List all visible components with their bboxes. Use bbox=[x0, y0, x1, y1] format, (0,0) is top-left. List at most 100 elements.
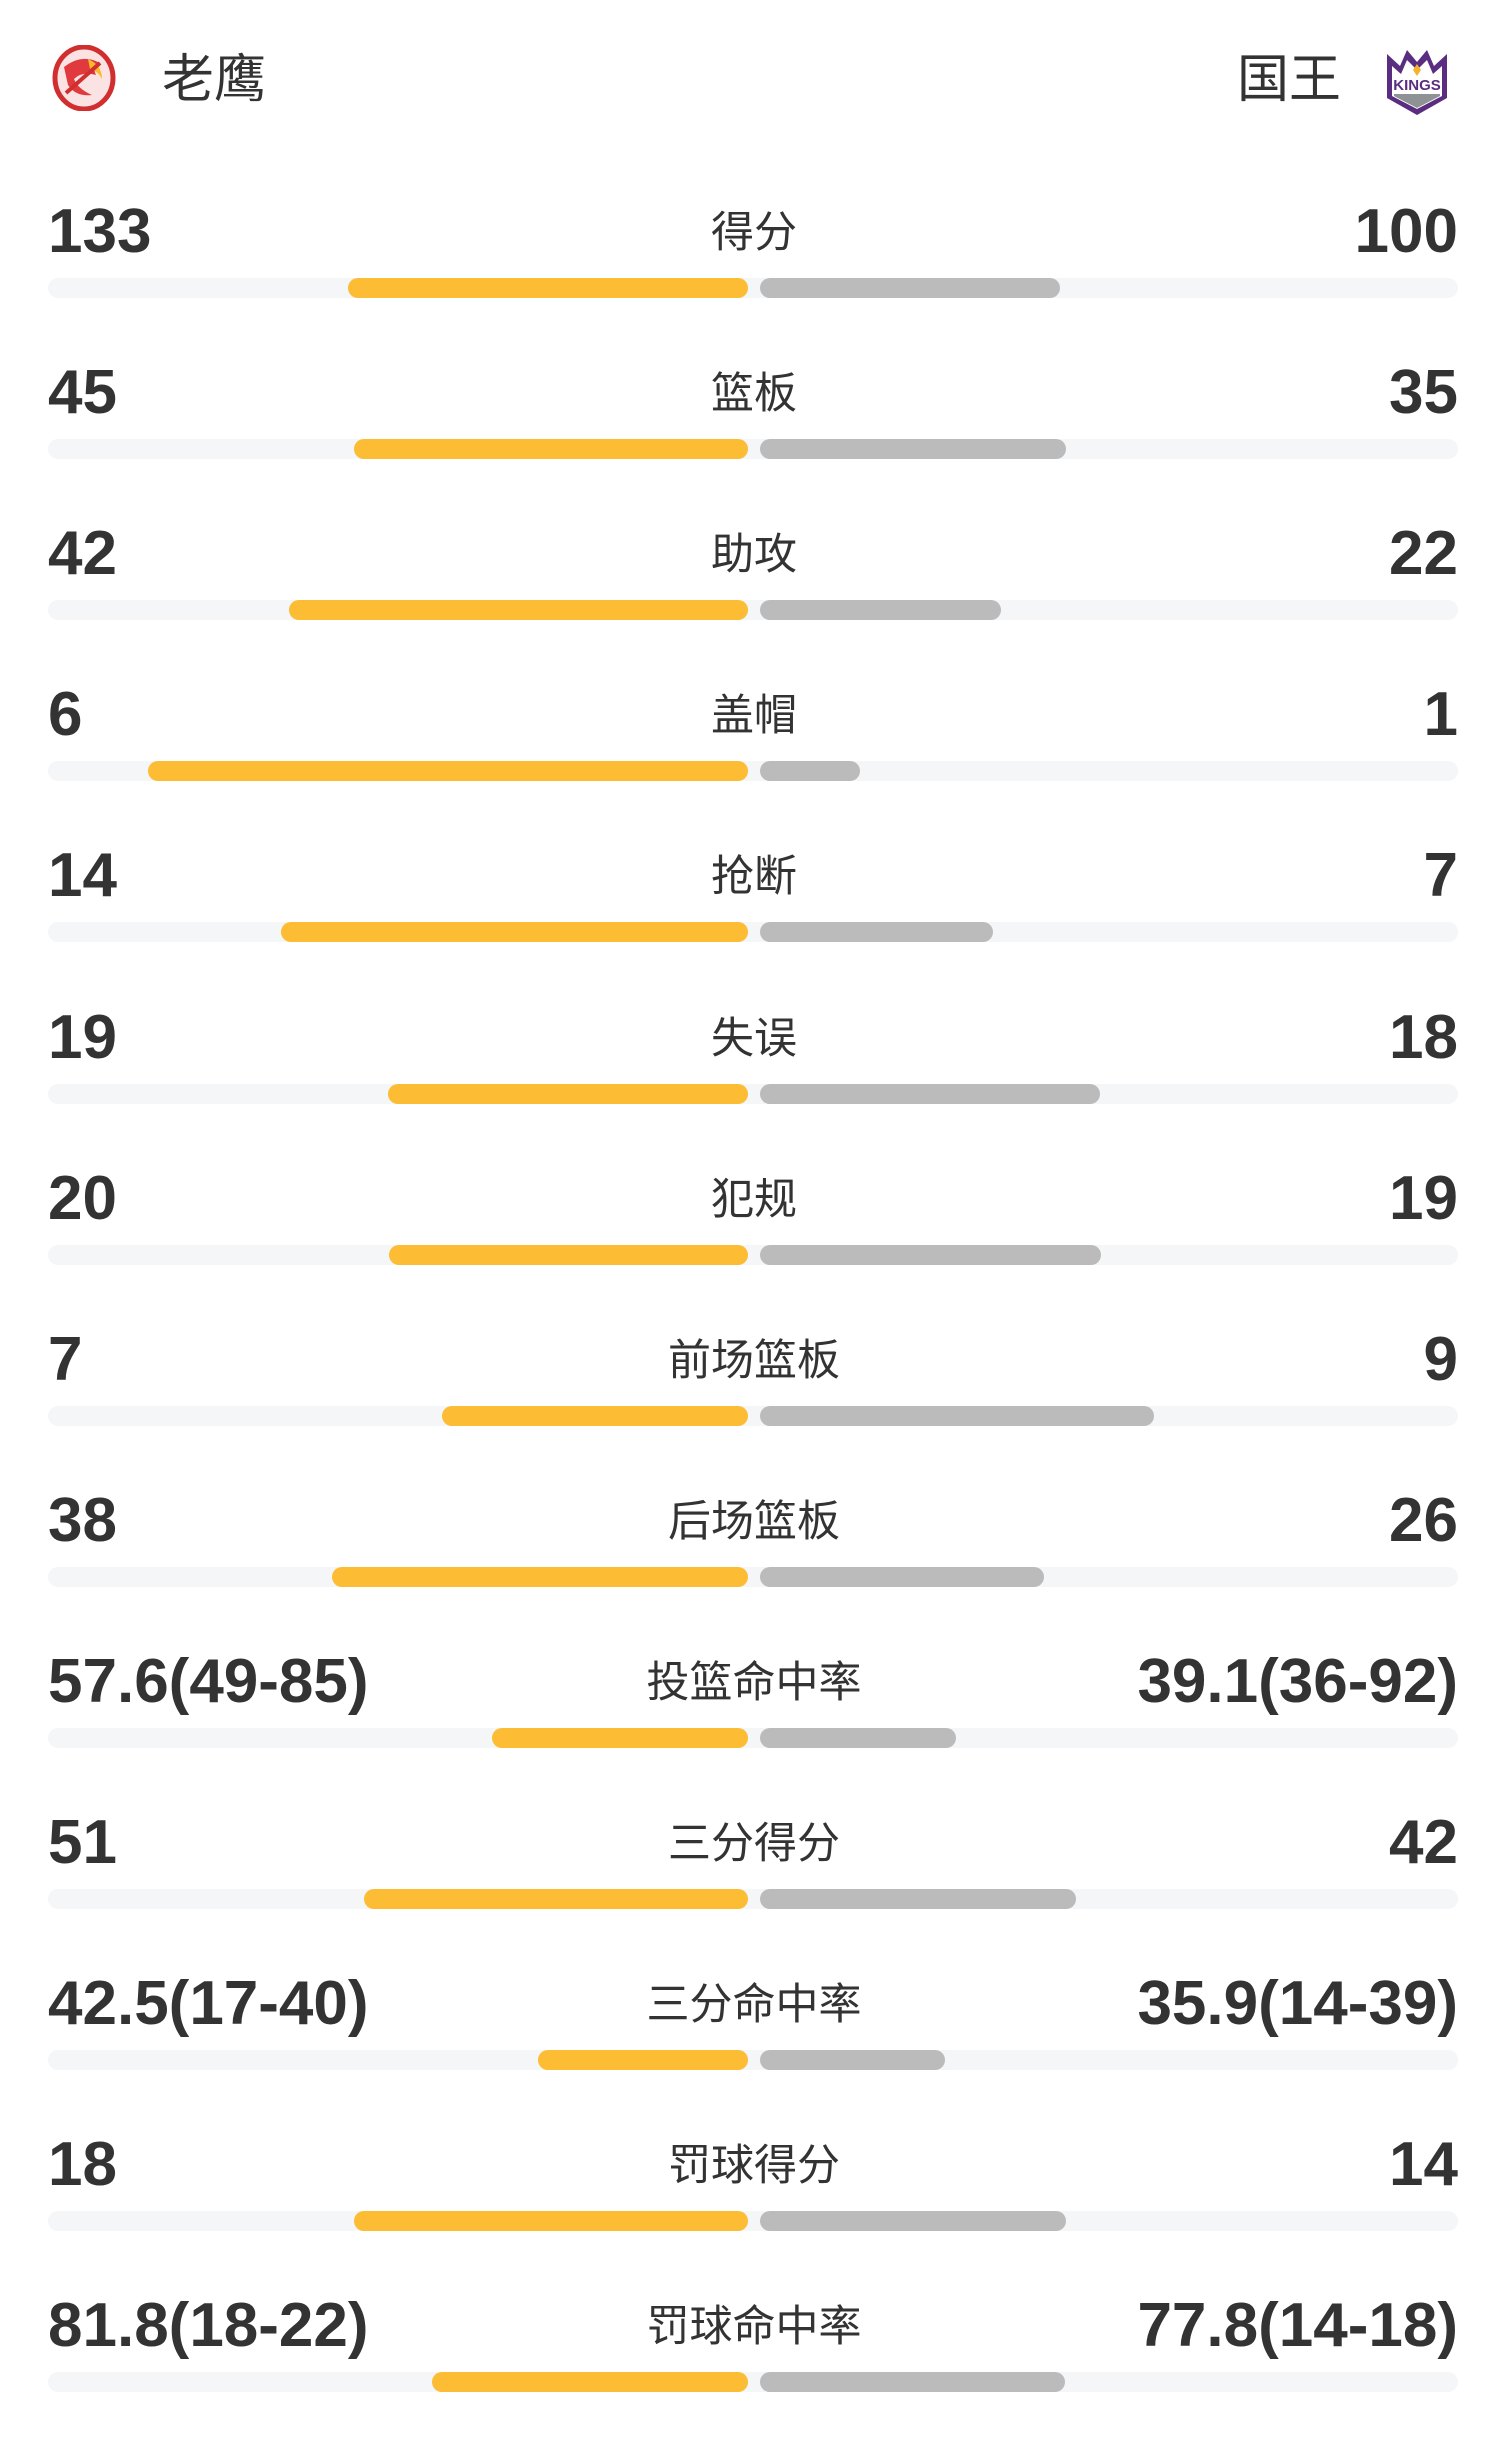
away-stat-value: 100 bbox=[1354, 197, 1458, 266]
stat-row: 133 得分 100 bbox=[0, 197, 1500, 358]
away-stat-bar bbox=[760, 2211, 1067, 2232]
away-stat-value: 22 bbox=[1389, 519, 1458, 589]
stat-bar-track bbox=[48, 1889, 1458, 1909]
away-stat-bar bbox=[760, 1889, 1077, 1909]
away-stat-value: 35 bbox=[1389, 358, 1458, 428]
away-stat-value: 18 bbox=[1389, 1002, 1458, 1072]
away-stat-value: 7 bbox=[1423, 841, 1458, 911]
home-stat-bar bbox=[281, 922, 748, 943]
away-stat-bar bbox=[760, 1244, 1101, 1265]
svg-text:KINGS: KINGS bbox=[1393, 77, 1441, 94]
stat-bar-track bbox=[48, 600, 1458, 621]
away-stat-bar bbox=[760, 1566, 1045, 1587]
home-team-name: 老鹰 bbox=[162, 50, 267, 110]
away-stat-bar bbox=[760, 2372, 1066, 2393]
stat-bar-track bbox=[48, 2372, 1458, 2393]
home-stat-bar bbox=[354, 2211, 748, 2232]
away-stat-value: 42 bbox=[1389, 1808, 1458, 1877]
stat-row: 45 篮板 35 bbox=[0, 358, 1500, 519]
home-stat-value: 57.6(49-85) bbox=[48, 1646, 369, 1716]
stat-row: 20 犯规 19 bbox=[0, 1164, 1500, 1325]
stat-row: 14 抢断 7 bbox=[0, 841, 1500, 1002]
stat-label: 投篮命中率 bbox=[646, 1657, 862, 1708]
stat-row: 6 盖帽 1 bbox=[0, 680, 1500, 841]
away-stat-bar bbox=[760, 1083, 1101, 1104]
home-stat-bar bbox=[354, 439, 748, 460]
away-stat-value: 35.9(14-39) bbox=[1137, 1969, 1458, 2039]
stat-bar-track bbox=[48, 1727, 1458, 1748]
stat-row: 19 失误 18 bbox=[0, 1003, 1500, 1164]
team-header: 老鹰 国王 KINGS bbox=[0, 0, 1500, 160]
home-stat-value: 133 bbox=[48, 197, 152, 266]
stat-bar-track bbox=[48, 1083, 1458, 1104]
stat-bar-track bbox=[48, 1405, 1458, 1426]
stat-bar-track bbox=[48, 2050, 1458, 2071]
stat-label: 罚球命中率 bbox=[646, 2302, 862, 2353]
stat-row: 42.5(17-40) 三分命中率 35.9(14-39) bbox=[0, 1969, 1500, 2130]
stat-label: 罚球得分 bbox=[668, 2141, 840, 2192]
away-stat-bar bbox=[760, 1405, 1154, 1426]
away-stat-value: 9 bbox=[1423, 1324, 1458, 1394]
stat-bar-track bbox=[48, 2211, 1458, 2232]
stat-row: 18 罚球得分 14 bbox=[0, 2130, 1500, 2291]
stat-bar-track bbox=[48, 278, 1458, 298]
stat-label: 犯规 bbox=[711, 1174, 797, 1225]
home-stat-value: 38 bbox=[48, 1485, 117, 1555]
home-stat-bar bbox=[288, 600, 748, 621]
stat-row: 57.6(49-85) 投篮命中率 39.1(36-92) bbox=[0, 1647, 1500, 1808]
away-stat-value: 26 bbox=[1389, 1485, 1458, 1555]
home-stat-bar bbox=[431, 2372, 748, 2393]
home-stat-value: 42.5(17-40) bbox=[48, 1969, 369, 2039]
home-stat-bar bbox=[441, 1405, 748, 1426]
away-stat-bar bbox=[760, 922, 994, 943]
stat-label: 篮板 bbox=[711, 369, 797, 420]
kings-logo-icon: KINGS bbox=[1387, 50, 1447, 115]
away-stat-bar bbox=[760, 439, 1067, 460]
away-stat-value: 19 bbox=[1389, 1163, 1458, 1233]
away-stat-bar bbox=[760, 278, 1061, 298]
home-stat-bar bbox=[491, 1727, 748, 1748]
home-stat-value: 19 bbox=[48, 1002, 117, 1072]
home-stat-bar bbox=[388, 1244, 748, 1265]
stat-row: 81.8(18-22) 罚球命中率 77.8(14-18) bbox=[0, 2291, 1500, 2452]
home-stat-bar bbox=[348, 278, 748, 298]
home-stat-bar bbox=[538, 2050, 748, 2071]
stat-row: 51 三分得分 42 bbox=[0, 1808, 1500, 1969]
stat-row: 42 助攻 22 bbox=[0, 519, 1500, 680]
stat-label: 助攻 bbox=[711, 530, 797, 581]
stat-label: 盖帽 bbox=[711, 691, 797, 742]
away-stat-bar bbox=[760, 761, 861, 782]
stat-bar-track bbox=[48, 1566, 1458, 1587]
away-stat-value: 14 bbox=[1389, 2130, 1458, 2200]
home-stat-value: 20 bbox=[48, 1163, 117, 1233]
stat-label: 失误 bbox=[711, 1013, 797, 1064]
stat-bar-track bbox=[48, 1244, 1458, 1265]
away-stat-value: 1 bbox=[1423, 680, 1458, 750]
home-stat-value: 6 bbox=[48, 680, 83, 750]
home-stat-bar bbox=[148, 761, 748, 782]
away-stat-bar bbox=[760, 600, 1001, 621]
away-team-name: 国王 bbox=[1237, 50, 1342, 110]
home-stat-value: 45 bbox=[48, 358, 117, 428]
stat-bar-track bbox=[48, 922, 1458, 943]
away-stat-value: 39.1(36-92) bbox=[1137, 1646, 1458, 1716]
stat-label: 三分得分 bbox=[668, 1819, 840, 1869]
away-stat-bar bbox=[760, 1727, 956, 1748]
stat-label: 抢断 bbox=[711, 852, 797, 903]
stat-row: 7 前场篮板 9 bbox=[0, 1325, 1500, 1486]
home-stat-value: 81.8(18-22) bbox=[48, 2291, 369, 2361]
stat-row: 38 后场篮板 26 bbox=[0, 1486, 1500, 1647]
home-stat-bar bbox=[332, 1566, 748, 1587]
home-stat-bar bbox=[388, 1083, 748, 1104]
hawks-logo-icon bbox=[52, 45, 116, 111]
home-stat-value: 51 bbox=[48, 1808, 117, 1877]
home-stat-value: 7 bbox=[48, 1324, 83, 1394]
stat-bar-track bbox=[48, 439, 1458, 460]
stat-label: 前场篮板 bbox=[668, 1335, 840, 1386]
stat-label: 后场篮板 bbox=[668, 1496, 840, 1547]
home-stat-value: 42 bbox=[48, 519, 117, 589]
away-stat-value: 77.8(14-18) bbox=[1137, 2291, 1458, 2361]
away-stat-bar bbox=[760, 2050, 945, 2071]
home-stat-value: 14 bbox=[48, 841, 117, 911]
home-stat-bar bbox=[364, 1889, 748, 1909]
